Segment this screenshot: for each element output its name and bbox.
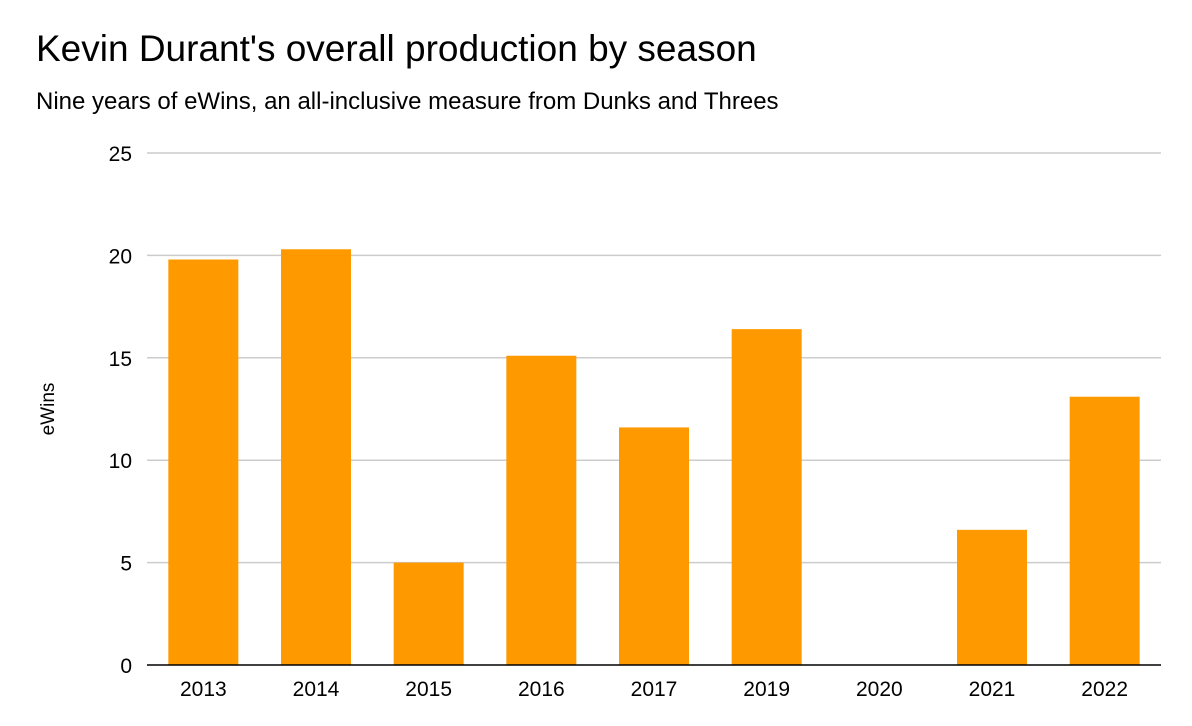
y-tick-label: 5 bbox=[120, 553, 132, 576]
x-tick-label: 2014 bbox=[293, 678, 340, 701]
bars bbox=[168, 249, 1140, 666]
x-axis-ticks: 2013 2014 2015 2016 2017 2019 2020 2021 2022 bbox=[180, 678, 1128, 701]
chart-title: Kevin Durant's overall production by sea… bbox=[36, 28, 757, 69]
bar-2015 bbox=[393, 562, 464, 665]
x-tick-label: 2015 bbox=[405, 678, 452, 701]
x-tick-label: 2016 bbox=[518, 678, 565, 701]
y-tick-label: 0 bbox=[120, 655, 132, 678]
x-tick-label: 2020 bbox=[856, 678, 903, 701]
y-tick-label: 20 bbox=[109, 245, 132, 268]
bar-2022 bbox=[1069, 396, 1140, 665]
y-tick-label: 10 bbox=[109, 450, 132, 473]
bar-2021 bbox=[957, 529, 1027, 665]
bar-2014 bbox=[281, 249, 351, 666]
x-tick-label: 2013 bbox=[180, 678, 227, 701]
chart-subtitle: Nine years of eWins, an all-inclusive me… bbox=[36, 88, 779, 115]
y-tick-label: 15 bbox=[109, 348, 132, 371]
y-axis-label: eWins bbox=[38, 383, 59, 436]
bar-2013 bbox=[168, 259, 239, 665]
x-tick-label: 2021 bbox=[969, 678, 1016, 701]
y-tick-label: 25 bbox=[109, 143, 132, 166]
x-tick-label: 2019 bbox=[743, 678, 790, 701]
bar-2017 bbox=[619, 427, 689, 665]
x-tick-label: 2017 bbox=[631, 678, 678, 701]
x-tick-label: 2022 bbox=[1081, 678, 1128, 701]
bar-2019 bbox=[731, 329, 802, 665]
bar-2016 bbox=[506, 355, 577, 665]
y-axis-ticks: 0 5 10 15 20 25 bbox=[109, 143, 132, 678]
